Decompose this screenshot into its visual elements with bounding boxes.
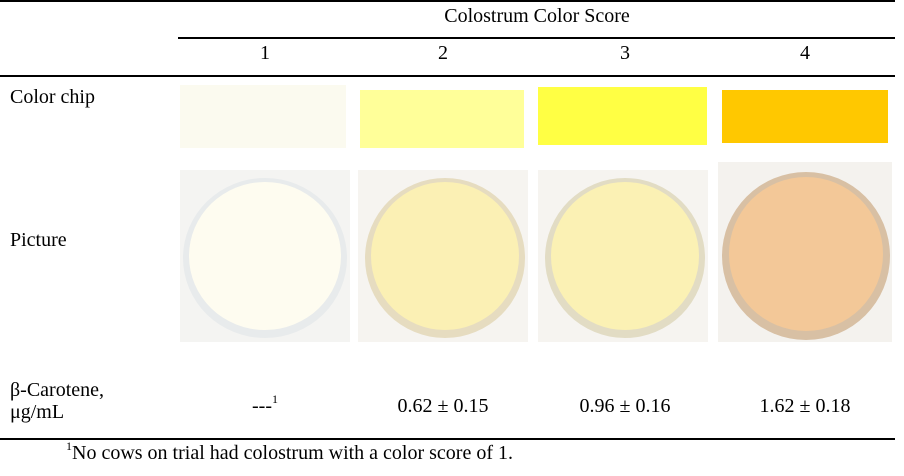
rule (0, 0, 895, 2)
cell-text: --- (252, 395, 272, 417)
column-header: 4 (800, 42, 810, 64)
header-title: Colostrum Color Score (444, 5, 630, 27)
dish-photo (538, 170, 708, 342)
color-chip (538, 87, 707, 145)
footnote-mark: 1 (66, 439, 72, 453)
cell: 1.62 ± 0.18 (759, 395, 851, 417)
color-chip (722, 90, 888, 143)
footnote: 1No cows on trial had colostrum with a c… (66, 439, 514, 464)
cell: 0.96 ± 0.16 (579, 395, 671, 417)
dish-photo (358, 170, 528, 342)
rule (178, 37, 895, 39)
column-header: 3 (620, 42, 630, 64)
dish-photo (180, 170, 350, 342)
row-label: μg/mL (10, 401, 65, 423)
row-label: Picture (10, 229, 67, 251)
column-header: 2 (438, 42, 448, 64)
dish-photo (718, 162, 892, 342)
cell: 0.62 ± 0.15 (397, 395, 489, 417)
row-label: Color chip (10, 86, 95, 108)
row-label: β-Carotene, (10, 379, 105, 401)
column-header: 1 (260, 42, 270, 64)
rule (0, 75, 895, 77)
color-chip (360, 90, 524, 148)
color-chip (180, 85, 346, 148)
cell: ---1 (252, 392, 278, 417)
footnote-mark: 1 (271, 392, 278, 406)
rule (0, 438, 895, 440)
footnote-text: No cows on trial had colostrum with a co… (72, 442, 514, 464)
